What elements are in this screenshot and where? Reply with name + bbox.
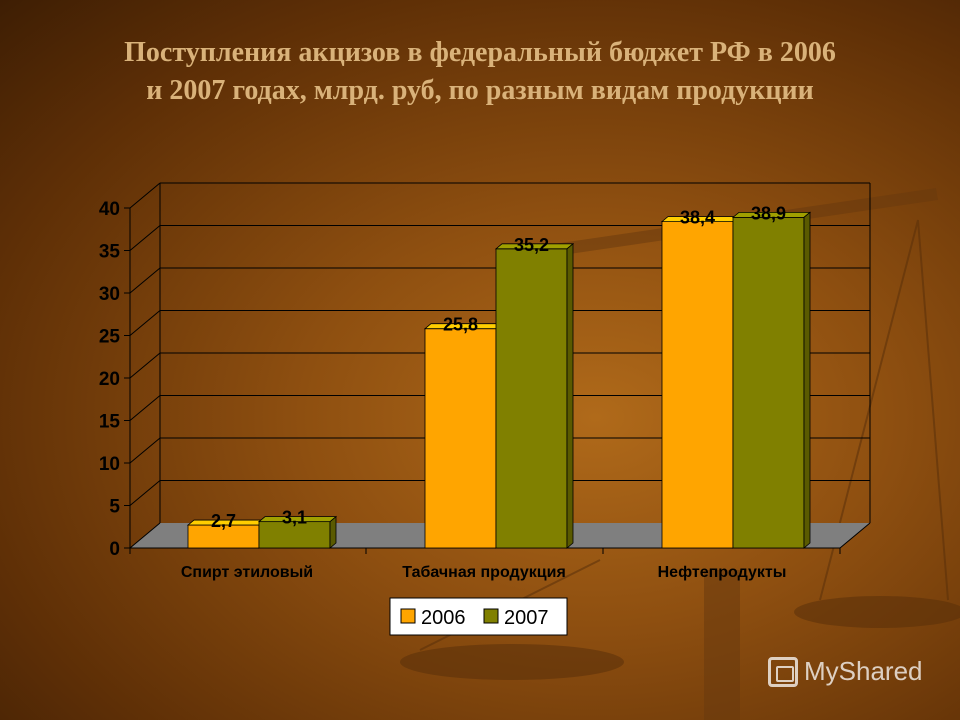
bar-front	[424, 328, 497, 549]
slide-title: Поступления акцизов в федеральный бюджет…	[30, 34, 930, 110]
y-tick-label: 10	[99, 454, 120, 475]
back-wall-left	[129, 522, 161, 549]
bar-front	[661, 221, 734, 549]
y-tick-label: 40	[99, 199, 120, 220]
legend-label-2007: 2007	[504, 607, 549, 629]
data-label: 3,1	[282, 508, 307, 528]
grid-diag-35	[129, 225, 161, 251]
bar-side	[566, 242, 574, 549]
data-label: 2,7	[211, 511, 236, 531]
grid-diag-15	[129, 395, 161, 421]
data-label: 38,4	[680, 208, 715, 228]
legend-swatch-2006	[400, 608, 416, 624]
presentation-icon	[768, 656, 798, 687]
bar-2007-1: 35,2	[494, 235, 575, 549]
bar-side	[329, 515, 337, 549]
category-label: Нефтепродукты	[658, 564, 787, 581]
data-label: 25,8	[443, 315, 478, 335]
watermark-text: MyShared	[804, 656, 923, 686]
legend-swatch-2007	[483, 608, 499, 624]
grid-diag-25	[129, 310, 161, 336]
bar-2006-2: 38,4	[660, 208, 741, 549]
data-label: 35,2	[514, 235, 549, 255]
bar-side	[803, 211, 811, 549]
y-tick-label: 0	[109, 539, 120, 560]
data-label: 38,9	[751, 203, 786, 223]
x-axis-back	[839, 522, 871, 549]
bar-front	[732, 216, 805, 549]
bar-2007-2: 38,9	[731, 203, 812, 549]
grid-diag-5	[129, 480, 161, 506]
grid-diag-10	[129, 437, 161, 464]
y-tick-label: 15	[99, 412, 121, 433]
title-line-1: Поступления акцизов в федеральный бюджет…	[124, 37, 836, 68]
legend-label-2006: 2006	[421, 607, 466, 629]
bar-front	[495, 248, 568, 549]
y-tick-label: 5	[109, 497, 120, 518]
title-line-2: и 2007 годах, млрд. руб, по разным видам…	[146, 75, 814, 106]
bar-2007-0: 3,1	[257, 508, 338, 549]
y-tick-label: 25	[99, 327, 121, 348]
y-tick-label: 20	[99, 369, 120, 390]
grid-diag-20	[129, 352, 161, 379]
legend: 2006 2007	[389, 597, 568, 636]
grid-diag-30	[129, 267, 161, 294]
bar-2006-0: 2,7	[186, 511, 267, 549]
watermark: MyShared	[768, 656, 923, 687]
grid-diag-40	[129, 182, 161, 209]
category-label: Спирт этиловый	[181, 564, 313, 581]
y-tick-label: 35	[99, 242, 121, 263]
bar-2006-1: 25,8	[423, 315, 504, 549]
category-label: Табачная продукция	[402, 564, 566, 581]
y-tick-label: 30	[99, 284, 120, 305]
